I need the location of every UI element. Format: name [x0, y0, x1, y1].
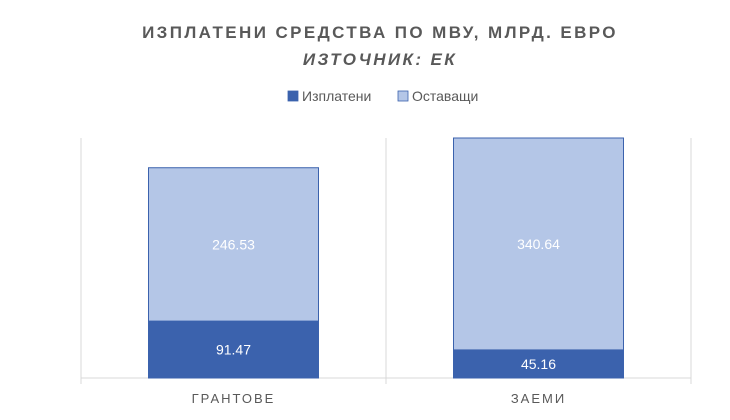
bar-remaining-0 [148, 167, 319, 322]
plot-area: 91.47 246.53 ГРАНТОВЕ 45.16 340.64 ЗАЕМИ [80, 137, 692, 406]
data-label: 91.47 [216, 342, 251, 358]
legend-swatch-0 [287, 90, 299, 102]
legend: Изплатени Оставащи [287, 88, 478, 104]
data-label: 45.16 [521, 356, 556, 372]
bar-disbursed-0 [148, 320, 319, 379]
data-label: 246.53 [212, 236, 255, 252]
chart-title: ИЗПЛАТЕНИ СРЕДСТВА ПО МВУ, МЛРД. ЕВРО [142, 23, 618, 42]
legend-label-1: Оставащи [412, 88, 478, 104]
bar-remaining-1 [453, 137, 624, 351]
x-tick-label: ЗАЕМИ [511, 391, 566, 406]
chart-subtitle: ИЗТОЧНИК: ЕК [303, 50, 457, 69]
x-tick-label: ГРАНТОВЕ [192, 391, 276, 406]
data-label: 340.64 [517, 236, 560, 252]
legend-label-0: Изплатени [302, 88, 371, 104]
legend-swatch-1 [397, 90, 409, 102]
